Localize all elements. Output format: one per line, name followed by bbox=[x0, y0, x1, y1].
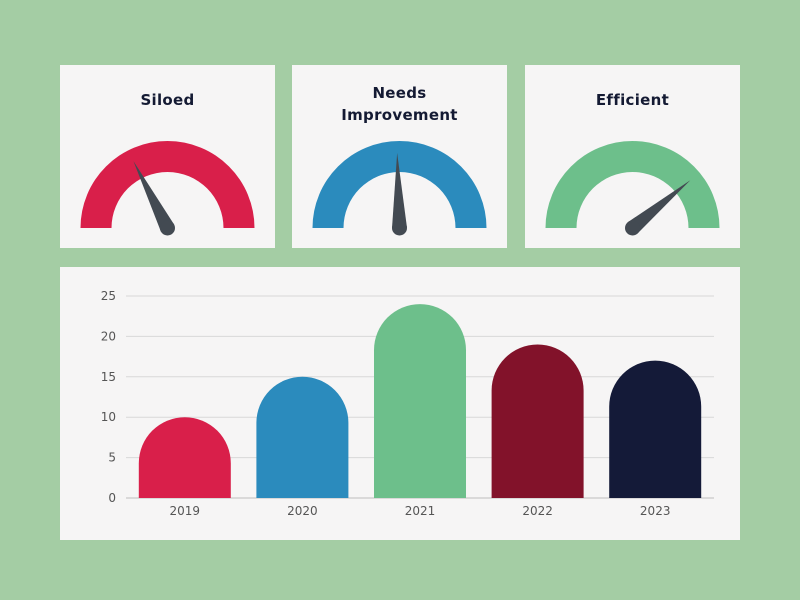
gauge-card-siloed: Siloed bbox=[60, 65, 275, 248]
bar-chart: 0 5 10 15 20 25 2019 2020 2021 2022 2023 bbox=[101, 289, 714, 518]
gauge-title-line: Efficient bbox=[595, 91, 670, 109]
y-tick-label: 20 bbox=[101, 329, 116, 343]
gauge-arc bbox=[312, 141, 487, 228]
gauge-title-line: Siloed bbox=[140, 91, 195, 109]
gauge-title-line: Needs bbox=[372, 84, 427, 102]
gauge-needle bbox=[392, 153, 407, 236]
bar-2023 bbox=[609, 360, 702, 498]
y-tick-label: 0 bbox=[108, 491, 116, 505]
bar-2019 bbox=[138, 417, 231, 498]
gauge-needle bbox=[625, 180, 691, 236]
gauge-arc bbox=[80, 141, 255, 228]
bar-2021 bbox=[374, 304, 466, 498]
gauge-needle bbox=[133, 161, 175, 236]
y-tick-label: 15 bbox=[101, 370, 116, 384]
x-tick-label: 2022 bbox=[522, 504, 553, 518]
y-tick-label: 25 bbox=[101, 289, 116, 303]
gauge-title: Efficient bbox=[525, 89, 740, 111]
x-tick-label: 2021 bbox=[405, 504, 436, 518]
bar-2020 bbox=[256, 376, 349, 498]
gauge-dial bbox=[312, 141, 487, 236]
y-tick-label: 5 bbox=[108, 451, 116, 465]
y-tick-label: 10 bbox=[101, 410, 116, 424]
bar-chart-card: 0 5 10 15 20 25 2019 2020 2021 2022 2023 bbox=[60, 267, 740, 540]
bar-2022 bbox=[491, 344, 584, 498]
gauge-card-needs-improvement: Needs Improvement bbox=[292, 65, 507, 248]
x-tick-label: 2020 bbox=[287, 504, 318, 518]
gauge-title: Needs Improvement bbox=[292, 82, 507, 126]
gauge-dial bbox=[80, 141, 255, 236]
gauge-arc bbox=[545, 141, 720, 228]
x-tick-label: 2023 bbox=[640, 504, 671, 518]
gauge-dial bbox=[545, 141, 720, 236]
x-tick-label: 2019 bbox=[170, 504, 201, 518]
gauge-title: Siloed bbox=[60, 89, 275, 111]
gauge-card-efficient: Efficient bbox=[525, 65, 740, 248]
gauge-title-line: Improvement bbox=[341, 106, 458, 124]
